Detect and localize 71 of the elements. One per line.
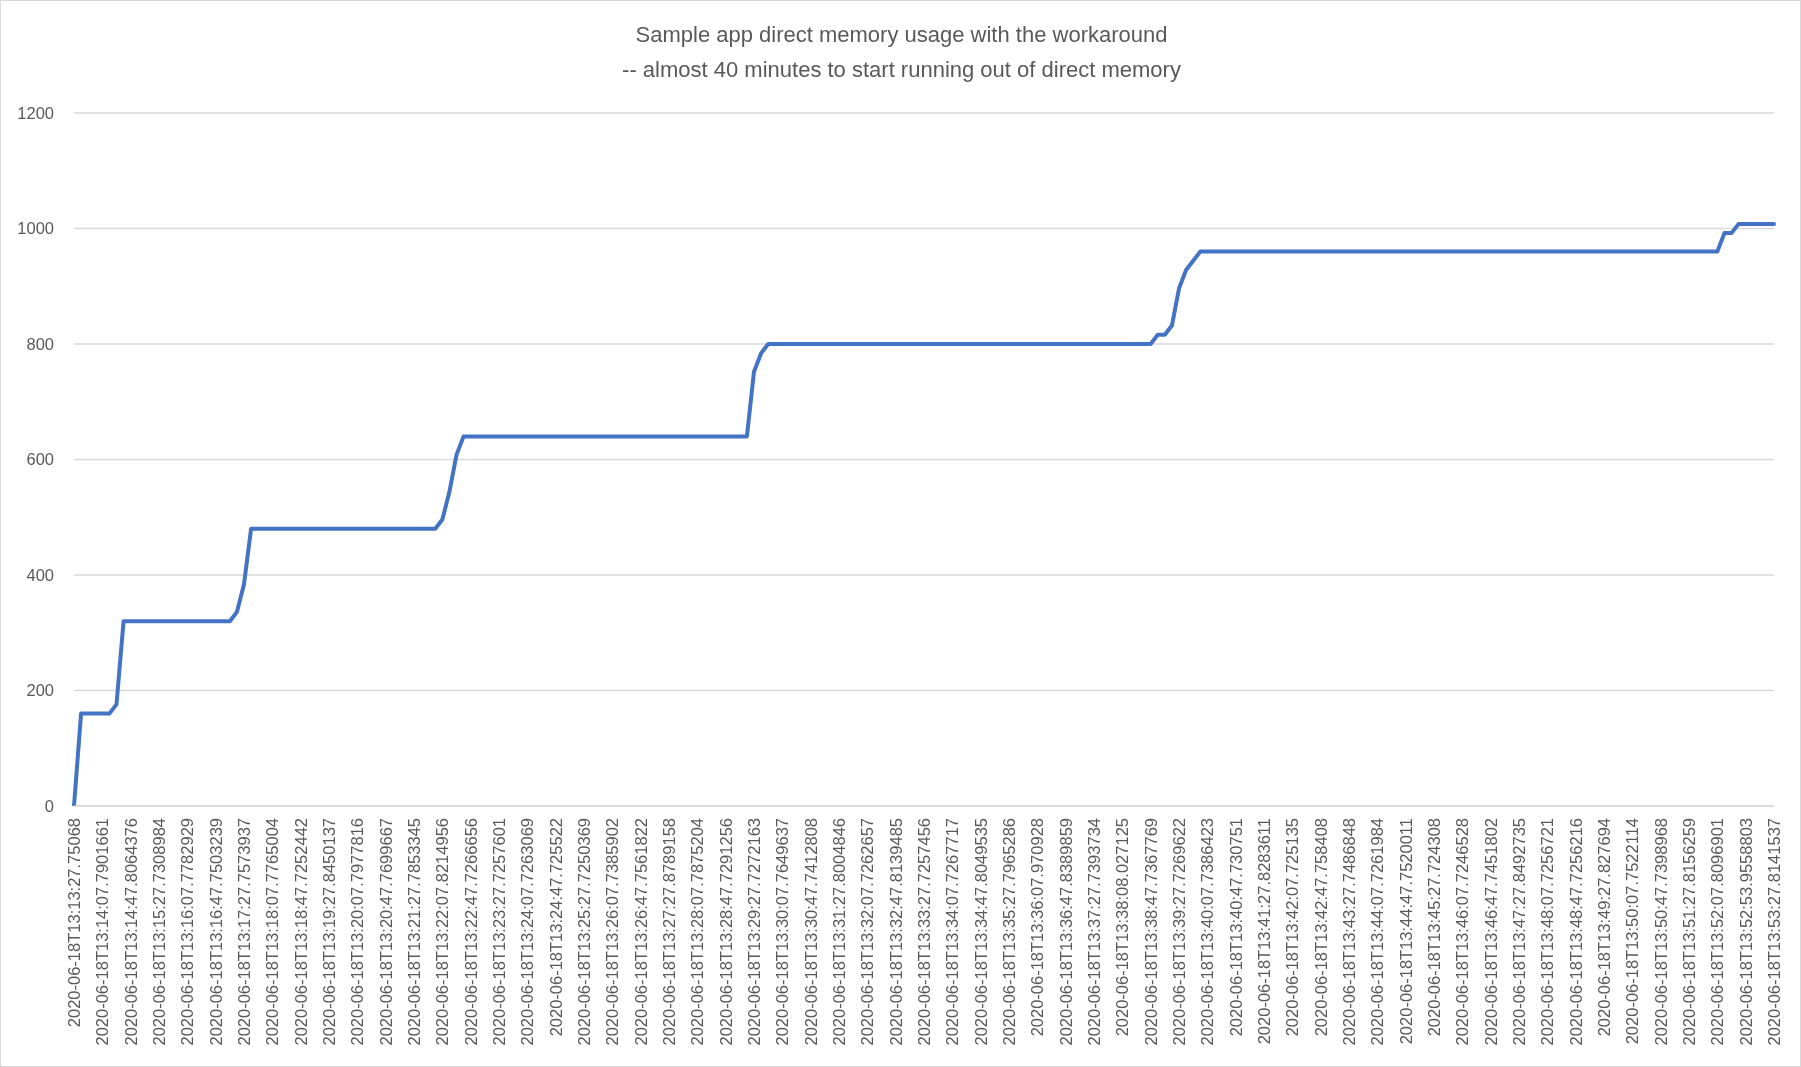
chart-title: Sample app direct memory usage with the workaround xyxy=(634,22,1169,48)
x-tick-label: 2020-06-18T13:38:47.7367769 xyxy=(1141,818,1160,1046)
x-tick-label: 2020-06-18T13:23:27.7257601 xyxy=(490,818,508,1046)
x-tick-label: 2020-06-18T13:13:27.75068 xyxy=(65,818,83,1028)
chart-subtitle: -- almost 40 minutes to start running out of direct memory xyxy=(621,57,1182,83)
x-tick-label: 2020-06-18T13:50:47.7398968 xyxy=(1651,818,1670,1046)
y-tick-label: 0 xyxy=(44,796,54,815)
x-tick-label: 2020-06-18T13:32:07.7262657 xyxy=(858,818,877,1046)
x-tick-label: 2020-06-18T13:30:47.7412808 xyxy=(801,818,820,1046)
x-tick-label: 2020-06-18T13:34:47.8049535 xyxy=(971,818,990,1046)
x-tick-label: 2020-06-18T13:25:27.7250369 xyxy=(575,818,593,1046)
x-tick-label: 2020-06-18T13:18:47.7252442 xyxy=(291,818,310,1046)
x-tick-label: 2020-06-18T13:21:27.7853345 xyxy=(405,818,423,1046)
x-tick-label: 2020-06-18T13:41:27.8283611 xyxy=(1255,818,1273,1045)
x-tick-label: 2020-06-18T13:22:47.7266656 xyxy=(461,818,480,1046)
x-tick-label: 2020-06-18T13:18:07.7765004 xyxy=(263,818,282,1046)
x-tick-label: 2020-06-18T13:16:47.7503239 xyxy=(206,818,225,1046)
x-tick-label: 2020-06-18T13:39:27.7269622 xyxy=(1170,818,1188,1046)
x-tick-label: 2020-06-18T13:17:27.7573937 xyxy=(235,818,253,1046)
x-tick-label: 2020-06-18T13:31:27.8004846 xyxy=(830,818,848,1046)
x-tick-label: 2020-06-18T13:46:07.7246528 xyxy=(1453,818,1472,1046)
x-tick-label: 2020-06-18T13:34:07.7267717 xyxy=(943,818,962,1046)
x-tick-label: 2020-06-18T13:19:27.8450137 xyxy=(320,818,338,1046)
x-tick-label: 2020-06-18T13:52:07.8096901 xyxy=(1708,818,1727,1046)
x-tick-label: 2020-06-18T13:42:47.758408 xyxy=(1311,818,1330,1037)
x-tick-label: 2020-06-18T13:42:07.725135 xyxy=(1283,818,1302,1037)
x-tick-label: 2020-06-18T13:37:27.7393734 xyxy=(1085,818,1103,1046)
x-tick-label: 2020-06-18T13:50:07.7522114 xyxy=(1623,818,1642,1045)
x-tick-label: 2020-06-18T13:28:07.7875204 xyxy=(688,818,707,1046)
x-tick-label: 2020-06-18T13:35:27.7965286 xyxy=(1000,818,1018,1046)
x-tick-label: 2020-06-18T13:24:47.725522 xyxy=(546,818,565,1037)
x-tick-label: 2020-06-18T13:44:47.7520011 xyxy=(1396,818,1415,1045)
x-tick-label: 2020-06-18T13:14:07.7901661 xyxy=(93,818,112,1046)
x-tick-label: 2020-06-18T13:51:27.8156259 xyxy=(1680,818,1698,1046)
y-tick-label: 400 xyxy=(26,565,54,584)
x-tick-label: 2020-06-18T13:53:27.8141537 xyxy=(1765,818,1783,1046)
y-tick-label: 1000 xyxy=(17,219,54,238)
x-tick-label: 2020-06-18T13:45:27.724308 xyxy=(1425,818,1443,1037)
x-tick-label: 2020-06-18T13:44:07.7261984 xyxy=(1368,818,1387,1046)
y-tick-label: 800 xyxy=(26,334,54,353)
y-tick-label: 600 xyxy=(26,450,54,469)
x-tick-label: 2020-06-18T13:15:27.7308984 xyxy=(150,818,168,1046)
x-tick-label: 2020-06-18T13:33:27.7257456 xyxy=(915,818,933,1046)
x-tick-label: 2020-06-18T13:48:07.7256721 xyxy=(1538,818,1557,1046)
x-tick-label: 2020-06-18T13:28:47.7291256 xyxy=(716,818,735,1046)
x-tick-label: 2020-06-18T13:20:47.7699667 xyxy=(376,818,395,1046)
x-tick-label: 2020-06-18T13:36:07.970928 xyxy=(1028,818,1047,1037)
x-tick-label: 2020-06-18T13:27:27.8789158 xyxy=(660,818,678,1046)
x-tick-label: 2020-06-18T13:48:47.7256216 xyxy=(1566,818,1585,1046)
line-series xyxy=(72,221,1776,806)
x-tick-label: 2020-06-18T13:40:07.7386423 xyxy=(1198,818,1217,1046)
x-tick-label: 2020-06-18T13:16:07.7782929 xyxy=(178,818,197,1046)
x-tick-label: 2020-06-18T13:46:47.7451802 xyxy=(1481,818,1500,1046)
x-tick-label: 2020-06-18T13:22:07.8214956 xyxy=(433,818,452,1046)
x-tick-label: 2020-06-18T13:29:27.7272163 xyxy=(745,818,763,1046)
y-tick-label: 200 xyxy=(26,681,54,700)
x-tick-label: 2020-06-18T13:24:07.7263069 xyxy=(518,818,537,1046)
x-tick-label: 2020-06-18T13:47:27.8492735 xyxy=(1510,818,1528,1046)
x-tick-label: 2020-06-18T13:30:07.7649637 xyxy=(773,818,792,1046)
x-tick-label: 2020-06-18T13:36:47.8389859 xyxy=(1056,818,1075,1046)
x-tick-label: 2020-06-18T13:26:47.7561822 xyxy=(631,818,650,1046)
x-tick-label: 2020-06-18T13:40:47.730751 xyxy=(1226,818,1245,1037)
x-tick-label: 2020-06-18T13:14:47.8064376 xyxy=(121,818,140,1046)
x-tick-label: 2020-06-18T13:49:27.827694 xyxy=(1595,818,1613,1037)
x-tick-label: 2020-06-18T13:38:08.027125 xyxy=(1113,818,1132,1037)
x-tick-label: 2020-06-18T13:52:53.9558803 xyxy=(1736,818,1755,1046)
x-tick-label: 2020-06-18T13:32:47.8139485 xyxy=(886,818,905,1046)
x-tick-label: 2020-06-18T13:26:07.7385902 xyxy=(603,818,622,1046)
x-tick-label: 2020-06-18T13:43:27.7486848 xyxy=(1340,818,1358,1046)
y-tick-label: 1200 xyxy=(17,103,54,122)
x-tick-label: 2020-06-18T13:20:07.7977816 xyxy=(348,818,367,1046)
